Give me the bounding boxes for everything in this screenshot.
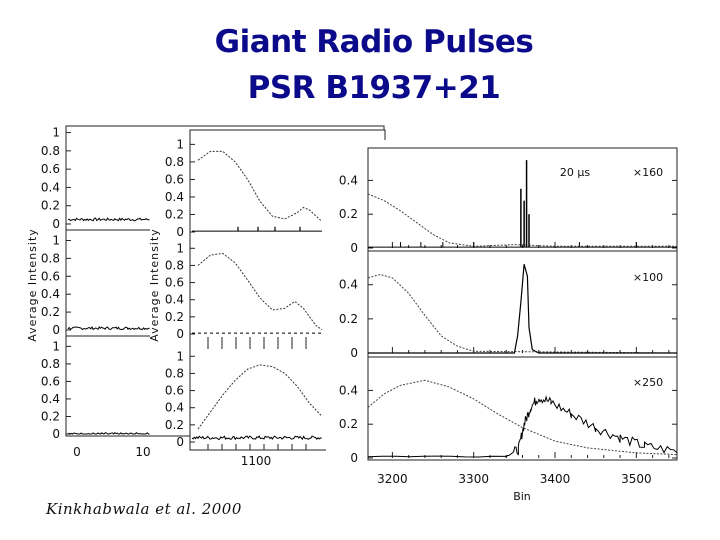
left-y-tick-label: 1 (52, 126, 60, 140)
right-y-tick-label: 0.2 (339, 312, 358, 326)
left-y-tick-label: 0.8 (41, 144, 60, 158)
middle-y-tick-label: 0.6 (165, 276, 184, 290)
slide-subtitle: PSR B1937+21 (247, 70, 501, 106)
left-noise-series (67, 217, 150, 222)
right-y-tick-label: 0.4 (339, 173, 358, 187)
slide-title: Giant Radio Pulses (214, 24, 534, 60)
middle-y-tick-label: 1 (176, 349, 184, 363)
left-y-tick-label: 0.2 (41, 199, 60, 213)
right-x-tick-label: 3400 (540, 472, 571, 486)
middle-y-tick-label: 0.2 (165, 418, 184, 432)
middle-y-tick-label: 0 (176, 435, 184, 449)
middle-y-tick-label: 0 (176, 327, 184, 341)
left-x-tick-label: 10 (135, 445, 150, 459)
middle-average-profile (197, 364, 323, 430)
middle-y-tick-label: 0.6 (165, 172, 184, 186)
left-y-tick-label: 0.4 (41, 180, 60, 194)
right-scattered-pulse (367, 395, 678, 459)
right-y-tick-label: 0 (350, 451, 358, 465)
right-annotation-scale-3: ×250 (633, 376, 663, 389)
left-y-axis-label: Average Intensity (26, 228, 39, 342)
right-x-tick-label: 3300 (458, 472, 489, 486)
right-y-tick-label: 0.2 (339, 417, 358, 431)
left-y-tick-label: 0.6 (41, 162, 60, 176)
right-y-tick-label: 0.4 (339, 278, 358, 292)
middle-y-tick-label: 0.8 (165, 366, 184, 380)
left-noise-series (67, 432, 150, 435)
right-panel-frame (367, 147, 678, 461)
middle-y-tick-label: 0.8 (165, 258, 184, 272)
left-y-tick-label: 0 (52, 217, 60, 231)
middle-y-tick-label: 0.6 (165, 384, 184, 398)
middle-y-tick-label: 0.2 (165, 310, 184, 324)
right-giant-pulse (368, 264, 677, 354)
right-x-tick-label: 3200 (377, 472, 408, 486)
middle-y-tick-label: 0.4 (165, 401, 184, 415)
left-y-tick-label: 1 (52, 339, 60, 353)
citation-credit: Kinkhabwala et al. 2000 (46, 500, 242, 518)
middle-y-tick-label: 1 (176, 241, 184, 255)
right-x-tick-label: 3500 (621, 472, 652, 486)
left-y-tick-label: 0.8 (41, 357, 60, 371)
middle-y-tick-label: 0.4 (165, 190, 184, 204)
left-y-tick-label: 0.6 (41, 269, 60, 283)
middle-x-tick-label: 1100 (241, 454, 272, 468)
middle-y-tick-label: 0 (176, 225, 184, 239)
left-y-tick-label: 0 (52, 427, 60, 441)
right-annotation-scale-2: ×100 (633, 271, 663, 284)
middle-y-tick-label: 0.8 (165, 155, 184, 169)
right-annotation-timescale: 20 μs (560, 166, 590, 179)
right-y-tick-label: 0.2 (339, 207, 358, 221)
middle-noise-series (191, 435, 322, 441)
left-x-tick-label: 0 (73, 445, 81, 459)
right-y-tick-label: 0 (350, 346, 358, 360)
left-y-tick-label: 0.8 (41, 251, 60, 265)
right-average-profile (367, 273, 678, 354)
middle-average-profile (197, 150, 323, 222)
right-panel-background (326, 140, 686, 470)
left-y-tick-label: 0.4 (41, 287, 60, 301)
left-y-tick-label: 0 (52, 323, 60, 337)
left-y-tick-label: 0.6 (41, 374, 60, 388)
left-y-tick-label: 0.2 (41, 305, 60, 319)
middle-y-tick-label: 0.4 (165, 293, 184, 307)
middle-y-axis-label: Average Intensity (148, 228, 161, 342)
middle-average-profile (197, 252, 323, 331)
left-y-tick-label: 0.2 (41, 409, 60, 423)
middle-y-tick-label: 0.2 (165, 207, 184, 221)
left-noise-series (67, 325, 150, 331)
right-y-tick-label: 0.4 (339, 383, 358, 397)
right-y-tick-label: 0 (350, 241, 358, 255)
left-y-tick-label: 0.4 (41, 392, 60, 406)
left-y-tick-label: 1 (52, 233, 60, 247)
middle-y-tick-label: 1 (176, 137, 184, 151)
right-x-axis-label: Bin (513, 490, 531, 503)
right-annotation-scale-1: ×160 (633, 166, 663, 179)
right-average-profile (367, 379, 678, 456)
